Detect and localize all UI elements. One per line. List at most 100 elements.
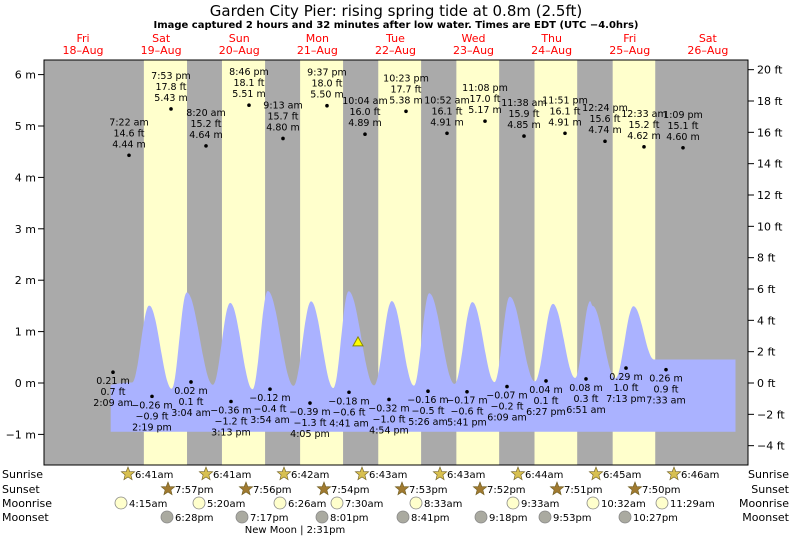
low-tide-point <box>268 387 272 391</box>
high-tide-meters: 5.38 m <box>389 95 422 106</box>
moon-icon <box>474 510 488 524</box>
high-tide-feet: 15.7 ft <box>267 111 298 122</box>
day-of-week-label: Fri <box>76 32 89 45</box>
date-label: 18–Aug <box>63 44 104 57</box>
low-tide-point <box>465 389 469 394</box>
y-tick-label-feet: 20 ft <box>757 64 783 77</box>
y-tick-label-feet: 6 ft <box>757 283 776 296</box>
high-tide-meters: 4.60 m <box>666 132 699 143</box>
high-tide-meters: 4.80 m <box>266 122 299 133</box>
high-tide-meters: 4.91 m <box>548 117 581 128</box>
high-tide-meters: 5.50 m <box>310 90 343 101</box>
low-tide-point <box>584 377 588 381</box>
sun-icon <box>316 481 332 496</box>
low-tide-feet: −0.4 ft <box>254 404 287 415</box>
low-tide-feet: −0.6 ft <box>333 407 366 418</box>
low-tide-point <box>664 367 668 372</box>
low-tide-time: 4:05 pm <box>290 429 330 440</box>
moonset-row-label-left: Moonset <box>2 511 49 524</box>
high-tide-time: 10:23 pm <box>383 73 429 84</box>
moon-icon <box>192 496 206 510</box>
high-tide-point <box>603 139 607 144</box>
low-tide-time: 4:41 am <box>329 418 368 429</box>
sun-icon <box>238 481 254 496</box>
sunrise-time: 6:44am <box>525 470 563 481</box>
low-tide-point <box>308 401 312 405</box>
y-tick-label-feet: −2 ft <box>757 408 785 421</box>
low-tide-time: 2:09 am <box>93 398 132 409</box>
high-tide-point <box>483 119 487 123</box>
high-tide-point <box>169 107 173 111</box>
low-tide-meters: −0.39 m <box>289 407 330 418</box>
moonset-time: 9:18pm <box>489 513 528 524</box>
high-tide-time: 7:22 am <box>109 117 148 128</box>
day-of-week-label: Wed <box>462 32 486 45</box>
low-tide-feet: −0.6 ft <box>451 407 484 418</box>
y-axis-feet: 20 ft 18 ft 16 ft 14 ft 12 ft 10 ft 8 ft 6 ft 4 … <box>748 64 785 453</box>
date-label: 20–Aug <box>219 44 260 57</box>
moonrise-time: 10:32am <box>601 499 646 510</box>
date-label: 23–Aug <box>453 44 494 57</box>
low-tide-feet: 0.1 ft <box>178 397 203 408</box>
y-tick-label-meters: 5 m <box>15 120 36 133</box>
high-tide-point <box>642 145 646 149</box>
low-tide-time: 7:13 pm <box>606 394 646 405</box>
sunset-time: 7:53pm <box>409 485 448 496</box>
low-tide-feet: −1.0 ft <box>373 414 406 425</box>
low-tide-point <box>505 384 509 389</box>
moon-phase: New Moon | 2:31pm <box>245 525 345 536</box>
moonrise-time: 4:15am <box>129 499 167 510</box>
high-tide-feet: 17.7 ft <box>390 84 421 95</box>
moonrise-time: 5:20am <box>207 499 245 510</box>
y-tick-label-feet: 4 ft <box>757 314 776 327</box>
sunrise-time: 6:43am <box>369 470 407 481</box>
sunset-time: 7:50pm <box>642 485 681 496</box>
high-tide-feet: 16.0 ft <box>349 107 380 118</box>
low-tide-meters: 0.04 m <box>529 385 562 396</box>
sunrise-row-label-right: Sunrise <box>748 468 789 481</box>
high-tide-feet: 17.0 ft <box>469 94 500 105</box>
moonrise-time: 6:26am <box>288 499 326 510</box>
high-tide-meters: 4.85 m <box>507 120 540 131</box>
high-tide-feet: 18.0 ft <box>311 79 342 90</box>
moon-icon <box>396 510 410 524</box>
chart-subtitle: Image captured 2 hours and 32 minutes af… <box>154 20 639 31</box>
high-tide-point <box>681 145 685 150</box>
sun-icon <box>160 481 176 496</box>
low-tide-feet: −0.5 ft <box>412 406 445 417</box>
day-of-week-label: Mon <box>306 32 329 45</box>
moonset-time: 7:17pm <box>250 513 289 524</box>
sunset-time: 7:51pm <box>564 485 603 496</box>
sunset-row-label-left: Sunset <box>2 483 40 496</box>
day-of-week-label: Sun <box>229 32 250 45</box>
high-tide-meters: 4.91 m <box>430 117 463 128</box>
low-tide-feet: 0.1 ft <box>533 396 558 407</box>
y-tick-label-meters: 0 m <box>15 377 36 390</box>
moon-icon <box>330 496 344 510</box>
high-tide-meters: 4.44 m <box>112 139 145 150</box>
low-tide-meters: −0.16 m <box>407 395 448 406</box>
high-tide-feet: 15.9 ft <box>508 109 539 120</box>
low-tide-meters: −0.07 m <box>486 391 527 402</box>
high-tide-feet: 16.1 ft <box>549 106 580 117</box>
y-tick-label-meters: 1 m <box>15 326 36 339</box>
sun-icon <box>198 466 214 481</box>
sunrise-time: 6:41am <box>213 470 251 481</box>
day-of-week-label: Sat <box>699 32 718 45</box>
sunrise-time: 6:45am <box>603 470 641 481</box>
y-tick-label-feet: 8 ft <box>757 252 776 265</box>
moonset-time: 8:41pm <box>411 513 450 524</box>
sun-icon <box>549 481 565 496</box>
y-tick-label-feet: 2 ft <box>757 346 776 359</box>
high-tide-time: 9:13 am <box>263 100 302 111</box>
high-tide-time: 10:04 am <box>342 96 387 107</box>
low-tide-labels: 0.21 m0.7 ft2:09 am−0.26 m−0.9 ft2:19 pm… <box>93 366 686 440</box>
low-tide-meters: 0.02 m <box>174 386 207 397</box>
moon-icon <box>618 510 632 524</box>
moonset-time: 6:28pm <box>175 513 214 524</box>
low-tide-feet: 0.7 ft <box>100 387 125 398</box>
day-of-week-label: Tue <box>385 32 405 45</box>
high-tide-time: 11:08 pm <box>462 83 508 94</box>
